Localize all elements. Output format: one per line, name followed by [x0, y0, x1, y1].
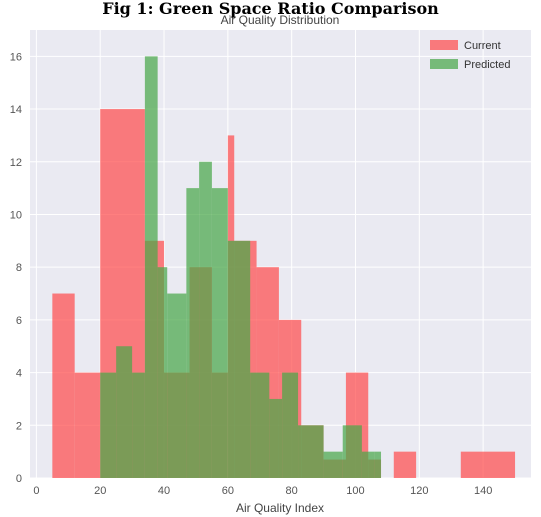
- y-tick-label: 4: [16, 368, 22, 380]
- legend-label-predicted: Predicted: [464, 59, 510, 71]
- bar-predicted: [211, 188, 228, 478]
- bar-predicted: [116, 346, 133, 478]
- bar-predicted: [323, 451, 343, 478]
- bar-predicted: [199, 161, 212, 478]
- x-axis-label: Air Quality Index: [236, 501, 324, 515]
- bar-predicted: [282, 372, 299, 478]
- bar-current: [52, 293, 75, 478]
- x-tick-label: 20: [94, 485, 106, 497]
- legend-swatch-predicted: [430, 59, 458, 69]
- legend-label-current: Current: [464, 40, 501, 52]
- bar-predicted: [167, 293, 187, 478]
- y-tick-label: 8: [16, 262, 22, 274]
- bar-predicted: [186, 188, 200, 478]
- legend-swatch-current: [430, 40, 458, 50]
- y-tick-label: 6: [16, 315, 22, 327]
- bar-predicted: [250, 372, 270, 478]
- figure-title: Fig 1: Green Space Ratio Comparison: [102, 0, 439, 18]
- ticks-layer: 0 20 40 60 80 100 120 140 0 2 4 6 8 10 12 14 16: [10, 51, 493, 497]
- x-tick-label: 0: [33, 485, 39, 497]
- bar-predicted: [269, 398, 283, 478]
- bar-predicted: [361, 451, 375, 478]
- x-tick-label: 120: [410, 485, 428, 497]
- x-tick-label: 40: [158, 485, 170, 497]
- bar-predicted: [100, 372, 117, 478]
- y-tick-label: 14: [10, 104, 22, 116]
- bar-predicted: [132, 372, 145, 478]
- bar-predicted: [157, 267, 168, 478]
- x-tick-label: 80: [286, 485, 298, 497]
- x-tick-label: 60: [222, 485, 234, 497]
- y-tick-label: 0: [16, 473, 22, 485]
- bar-predicted: [227, 240, 251, 478]
- bar-predicted: [342, 425, 362, 478]
- bars-layer: [52, 56, 516, 479]
- y-tick-label: 10: [10, 209, 22, 221]
- y-tick-label: 2: [16, 420, 22, 432]
- bar-current: [393, 451, 417, 478]
- bar-current: [74, 372, 101, 478]
- x-tick-label: 100: [346, 485, 364, 497]
- legend: Current Predicted: [430, 40, 510, 71]
- y-tick-label: 12: [10, 157, 22, 169]
- y-tick-label: 16: [10, 51, 22, 63]
- x-tick-label: 140: [474, 485, 492, 497]
- bar-predicted: [374, 451, 382, 478]
- bar-predicted: [144, 56, 158, 479]
- bar-predicted: [298, 425, 324, 478]
- chart-title: Air Quality Distribution: [221, 13, 340, 27]
- bar-current: [460, 451, 516, 478]
